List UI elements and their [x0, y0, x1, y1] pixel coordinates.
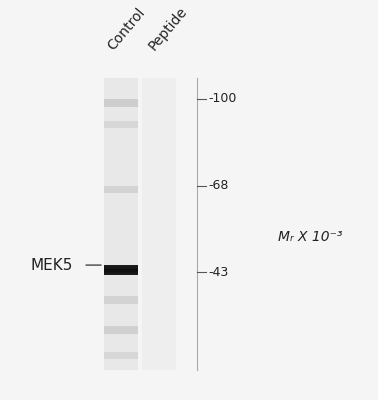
- Bar: [104, 272, 138, 273]
- Bar: [104, 265, 138, 266]
- Bar: [104, 78, 138, 370]
- Text: MEK5: MEK5: [30, 258, 73, 272]
- Bar: [104, 273, 138, 274]
- Bar: [104, 268, 138, 269]
- Bar: [104, 121, 138, 128]
- Text: Control: Control: [105, 5, 148, 52]
- Bar: [104, 186, 138, 193]
- Text: -43: -43: [208, 266, 228, 279]
- Bar: [104, 326, 138, 334]
- Text: Mᵣ X 10⁻³: Mᵣ X 10⁻³: [278, 230, 342, 244]
- Bar: [104, 352, 138, 358]
- Bar: [104, 269, 138, 270]
- Bar: [104, 296, 138, 304]
- Text: -68: -68: [208, 179, 228, 192]
- Bar: [104, 99, 138, 107]
- Bar: [104, 266, 138, 268]
- Bar: [104, 274, 138, 276]
- Text: Peptide: Peptide: [146, 4, 190, 52]
- Bar: [104, 270, 138, 272]
- Text: -100: -100: [208, 92, 236, 105]
- Bar: [142, 78, 176, 370]
